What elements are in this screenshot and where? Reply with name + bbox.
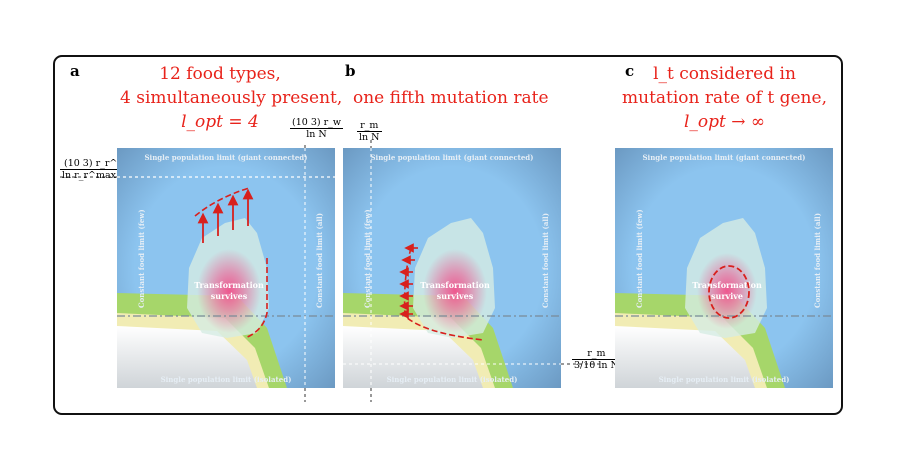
panel-a-x-threshold-num: (10 3) r_w: [290, 117, 344, 129]
panel-b-map: Single population limit (giant connected…: [343, 148, 561, 388]
panel-a-title-line2: 4 simultaneously present,: [120, 88, 343, 108]
core-label-line2: survives: [211, 291, 248, 301]
shrunk-boundary: [708, 265, 750, 319]
left-limit-label: Constant food limit (few): [635, 209, 644, 308]
left-limit-label: Constant food limit (few): [137, 209, 146, 308]
panel-a-y-threshold-num: (10 3) r_r^max: [60, 158, 142, 170]
panel-a-title: 12 food types, 4 simultaneously present,…: [120, 62, 343, 134]
panel-c-map: Single population limit (giant connected…: [615, 148, 833, 388]
core-label-line1: Transformation: [692, 280, 762, 290]
panel-a-x-threshold: (10 3) r_w ln N: [290, 117, 344, 140]
panel-a-map: Single population limit (giant connected…: [117, 148, 335, 388]
panel-a-title-line1: 12 food types,: [159, 64, 281, 84]
panel-a-y-threshold: (10 3) r_r^max ln r_r^max / r_s: [60, 158, 142, 181]
right-limit-label: Constant food limit (all): [315, 213, 324, 308]
panel-b-y-threshold: r_m 3/10 ln N: [572, 348, 621, 371]
isolated-region: [117, 326, 257, 388]
panel-b-x-threshold: r_m ln N: [357, 120, 382, 143]
core-label-line1: Transformation: [420, 280, 490, 290]
right-limit-label: Constant food limit (all): [813, 213, 822, 308]
panel-a-title-line3: l_opt = 4: [181, 112, 259, 132]
bottom-limit-label: Single population limit (isolated): [659, 375, 790, 384]
core-label-line1: Transformation: [194, 280, 264, 290]
top-limit-label: Single population limit (giant connected…: [370, 153, 533, 162]
left-limit-label: Constant food limit (few): [363, 209, 372, 308]
panel-c-title-line3: l_opt → ∞: [683, 112, 766, 132]
panel-b-letter: b: [345, 62, 356, 80]
core-label-line2: survives: [437, 291, 474, 301]
figure-frame: [53, 55, 843, 415]
panel-a-threshold-lines: [60, 145, 306, 402]
panel-c-title-line2: mutation rate of t gene,: [622, 88, 827, 108]
survival-core: [197, 249, 261, 333]
panel-c-title: l_t considered in mutation rate of t gen…: [617, 62, 832, 134]
bottom-limit-label: Single population limit (isolated): [387, 375, 518, 384]
panel-b-y-threshold-den: 3/10 ln N: [574, 360, 619, 371]
panel-c-letter: c: [625, 62, 635, 80]
panel-c-title-line1: l_t considered in: [653, 64, 796, 84]
isolated-region: [615, 326, 755, 388]
top-limit-label: Single population limit (giant connected…: [642, 153, 805, 162]
survival-core: [423, 249, 487, 333]
panel-a-x-threshold-den: ln N: [306, 129, 327, 140]
panel-b-x-threshold-num: r_m: [357, 120, 382, 132]
panel-b-x-threshold-den: ln N: [359, 132, 380, 143]
bottom-limit-label: Single population limit (isolated): [161, 375, 292, 384]
core-label-line2: survive: [711, 291, 743, 301]
panel-a-letter: a: [70, 62, 80, 80]
top-limit-label: Single population limit (giant connected…: [144, 153, 307, 162]
panel-b-title: one fifth mutation rate: [353, 88, 549, 108]
panel-b-threshold-lines: [370, 140, 600, 402]
panel-b-y-threshold-num: r_m: [572, 348, 621, 360]
panel-a-y-threshold-den: ln r_r^max / r_s: [62, 170, 140, 181]
right-limit-label: Constant food limit (all): [541, 213, 550, 308]
isolated-region: [343, 326, 483, 388]
boundary-right: [244, 258, 268, 339]
